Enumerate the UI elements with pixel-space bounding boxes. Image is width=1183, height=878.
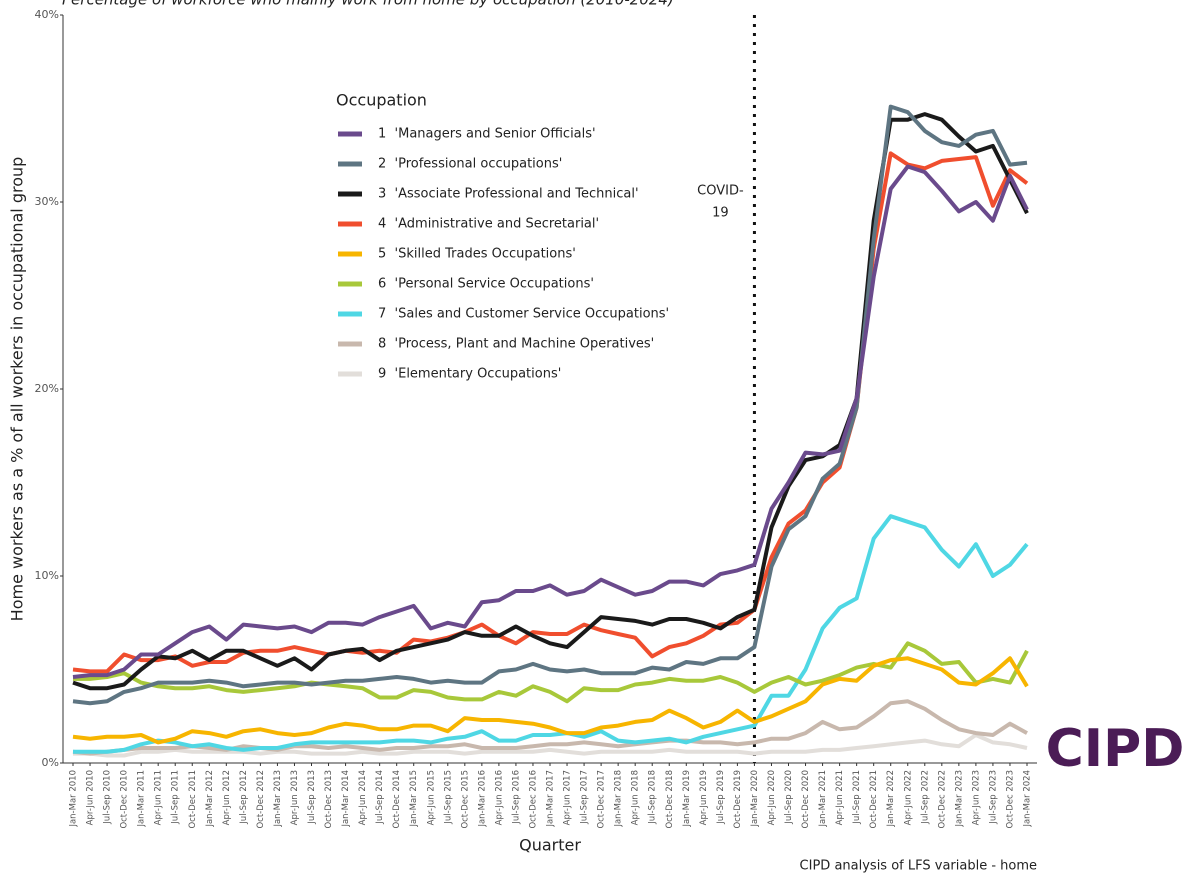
x-tick-label: Jan-Mar 2012 (205, 770, 215, 828)
x-tick-label: Oct-Dec 2017 (597, 770, 607, 829)
x-tick-label: Jan-Mar 2017 (546, 770, 556, 828)
x-tick-label: Apr-Jun 2022 (903, 770, 913, 825)
y-tick-label: 10% (35, 569, 59, 582)
x-tick-label: Jan-Mar 2024 (1023, 770, 1033, 828)
legend-label: 3 'Associate Professional and Technical' (378, 187, 639, 202)
x-tick-label: Apr-Jun 2014 (358, 770, 368, 825)
x-tick-label: Apr-Jun 2019 (699, 770, 709, 825)
legend-label: 8 'Process, Plant and Machine Operatives… (378, 337, 654, 352)
x-tick-label: Oct-Dec 2022 (937, 770, 947, 829)
source: CIPD analysis of LFS variable - home (800, 859, 1037, 874)
x-tick-label: Jul-Sep 2019 (716, 770, 726, 825)
series-line (73, 641, 1029, 704)
x-tick-label: Jul-Sep 2013 (307, 770, 317, 825)
y-axis-label: Home workers as a % of all workers in oc… (8, 157, 27, 622)
x-tick-label: Jan-Mar 2011 (137, 770, 147, 828)
x-tick-label: Apr-Jun 2020 (767, 770, 777, 825)
x-tick-label: Apr-Jun 2017 (563, 770, 573, 825)
x-tick-label: Jan-Mar 2013 (273, 770, 283, 828)
x-tick-label: Apr-Jun 2015 (426, 770, 436, 825)
x-tick-label: Jan-Mar 2023 (954, 770, 964, 828)
x-tick-label: Apr-Jun 2021 (835, 770, 845, 825)
series-line (72, 104, 1028, 706)
x-tick-label: Oct-Dec 2019 (733, 770, 743, 829)
x-tick-label: Jul-Sep 2010 (103, 770, 113, 825)
x-tick-label: Apr-Jun 2023 (971, 770, 981, 825)
x-tick-label: Jul-Sep 2018 (648, 770, 658, 825)
x-tick-label: Apr-Jun 2010 (86, 770, 96, 825)
x-tick-label: Oct-Dec 2016 (528, 770, 538, 829)
x-tick-label: Oct-Dec 2011 (188, 770, 198, 829)
annotation: 19 (712, 206, 729, 221)
legend-title: Occupation (336, 91, 427, 110)
x-tick-label: Jul-Sep 2020 (784, 770, 794, 825)
x-tick-label: Oct-Dec 2021 (869, 770, 879, 829)
x-tick-label: Apr-Jun 2013 (290, 770, 300, 825)
annotation: COVID- (697, 184, 744, 199)
x-tick-label: Oct-Dec 2023 (1005, 770, 1015, 829)
legend-label: 5 'Skilled Trades Occupations' (378, 247, 576, 262)
series-line (72, 164, 1029, 679)
x-tick-label: Jul-Sep 2017 (580, 770, 590, 825)
y-tick-label: 40% (35, 8, 59, 21)
x-tick-label: Jul-Sep 2011 (171, 770, 181, 825)
x-tick-label: Oct-Dec 2020 (801, 770, 811, 829)
legend-label: 4 'Administrative and Secretarial' (378, 217, 599, 232)
x-tick-label: Oct-Dec 2010 (120, 770, 130, 829)
x-tick-label: Apr-Jun 2011 (154, 770, 164, 825)
x-tick-label: Jul-Sep 2014 (375, 770, 385, 825)
legend-label: 6 'Personal Service Occupations' (378, 277, 594, 292)
x-tick-label: Jul-Sep 2016 (511, 770, 521, 825)
legend-label: 2 'Professional occupations' (378, 157, 562, 172)
x-tick-label: Jan-Mar 2016 (477, 770, 487, 828)
chart-title: Percentage of workforce who mainly work … (62, 0, 674, 9)
x-tick-label: Jan-Mar 2014 (341, 770, 351, 828)
x-tick-label: Apr-Jun 2018 (631, 770, 641, 825)
x-tick-label: Jan-Mar 2010 (69, 770, 79, 828)
x-tick-label: Oct-Dec 2013 (324, 770, 334, 829)
y-tick-label: 0% (42, 756, 59, 769)
series-line (73, 733, 1028, 758)
logo: CIPD (1046, 719, 1183, 779)
x-axis-label: Quarter (519, 836, 581, 855)
x-tick-label: Jan-Mar 2015 (409, 770, 419, 828)
x-tick-label: Oct-Dec 2015 (460, 770, 470, 829)
x-tick-label: Jan-Mar 2020 (750, 770, 760, 828)
x-tick-label: Apr-Jun 2016 (494, 770, 504, 825)
x-tick-label: Jan-Mar 2018 (614, 770, 624, 828)
y-tick-label: 30% (35, 195, 59, 208)
x-tick-label: Jan-Mar 2022 (886, 770, 896, 828)
series-line (73, 514, 1029, 754)
legend-label: 1 'Managers and Senior Officials' (378, 127, 596, 142)
x-tick-label: Jul-Sep 2023 (988, 770, 998, 825)
x-tick-label: Apr-Jun 2012 (222, 770, 232, 825)
x-tick-label: Jan-Mar 2021 (818, 770, 828, 828)
x-tick-label: Jan-Mar 2019 (682, 770, 692, 828)
x-tick-label: Jul-Sep 2022 (920, 770, 930, 825)
x-tick-label: Oct-Dec 2014 (392, 770, 402, 829)
y-tick-label: 20% (35, 382, 59, 395)
x-tick-label: Oct-Dec 2012 (256, 770, 266, 829)
legend-label: 7 'Sales and Customer Service Occupation… (378, 307, 669, 322)
series-line (72, 656, 1029, 745)
x-tick-label: Jul-Sep 2012 (239, 770, 249, 825)
x-tick-label: Jul-Sep 2021 (852, 770, 862, 825)
legend-label: 9 'Elementary Occupations' (378, 367, 561, 382)
x-tick-label: Oct-Dec 2018 (665, 770, 675, 829)
x-tick-label: Jul-Sep 2015 (443, 770, 453, 825)
